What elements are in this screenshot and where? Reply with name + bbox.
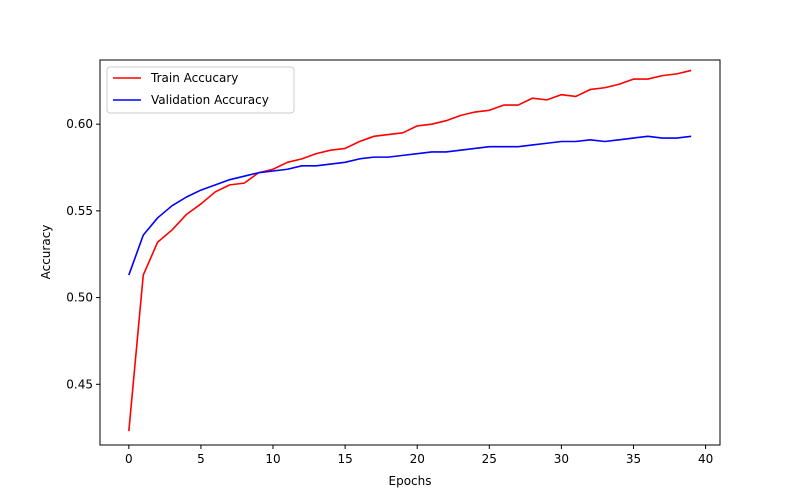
y-axis-label: Accuracy <box>39 225 53 280</box>
x-tick-label: 20 <box>410 452 425 466</box>
legend-label-validation: Validation Accuracy <box>151 93 269 107</box>
y-tick-label: 0.60 <box>66 117 93 131</box>
plot-area <box>99 59 721 446</box>
y-axis-ticks: 0.45 0.50 0.55 0.60 <box>66 117 100 391</box>
series-lines <box>128 69 692 432</box>
legend-box <box>106 66 295 114</box>
legend-label-train: Train Accucary <box>150 71 238 85</box>
legend: Train Accucary Validation Accuracy <box>106 66 295 114</box>
series-line-validation <box>128 135 692 276</box>
x-tick-label: 15 <box>337 452 352 466</box>
x-tick-label: 10 <box>265 452 280 466</box>
x-tick-label: 5 <box>197 452 205 466</box>
x-tick-label: 30 <box>554 452 569 466</box>
x-tick-label: 0 <box>125 452 133 466</box>
y-tick-label: 0.45 <box>66 377 93 391</box>
x-axis-ticks: 0 5 10 15 20 25 30 35 40 <box>125 445 713 466</box>
y-tick-label: 0.55 <box>66 204 93 218</box>
series-line-train <box>128 69 692 432</box>
y-tick-label: 0.50 <box>66 291 93 305</box>
x-tick-label: 25 <box>482 452 497 466</box>
x-axis-label: Epochs <box>389 474 432 488</box>
x-tick-label: 35 <box>626 452 641 466</box>
x-tick-label: 40 <box>698 452 713 466</box>
